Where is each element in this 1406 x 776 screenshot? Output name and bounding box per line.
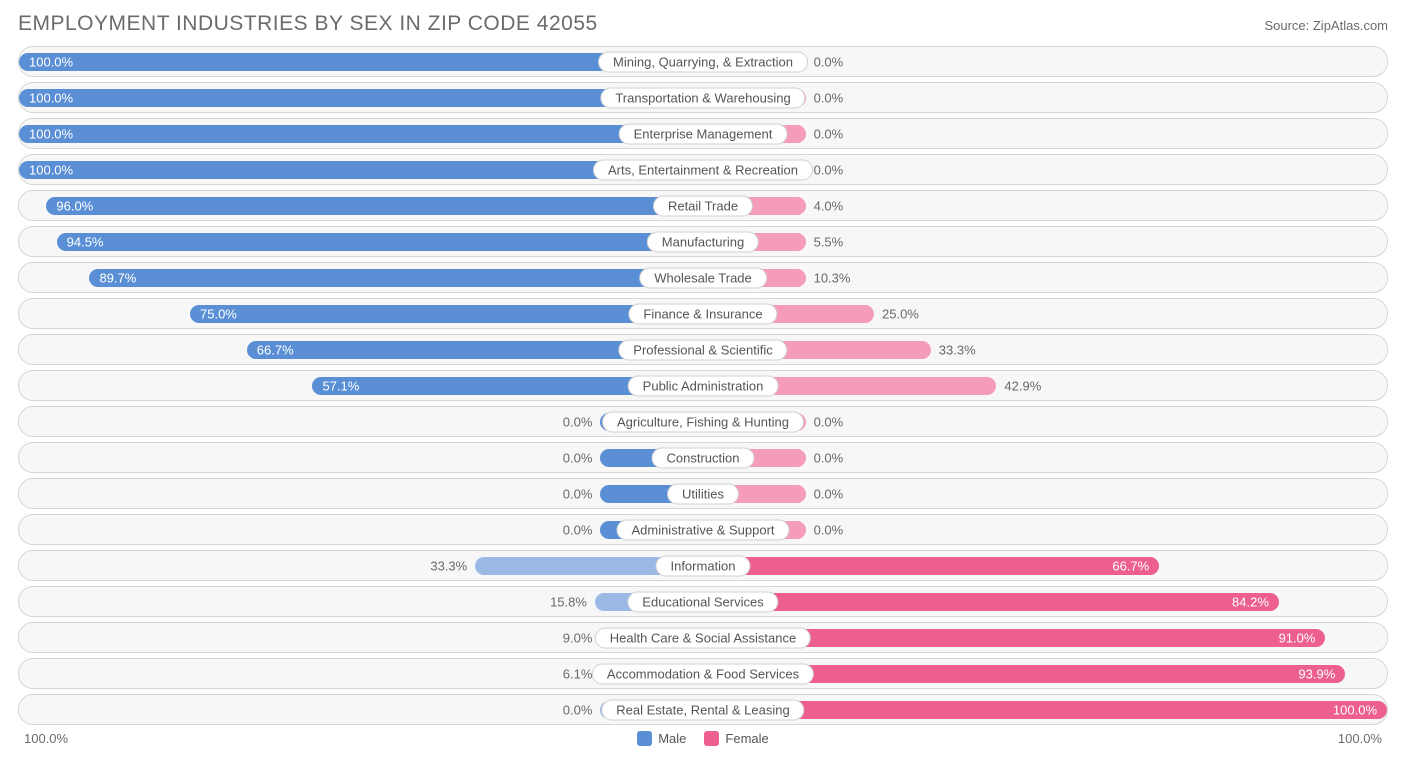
male-pct-label: 0.0% [563,414,593,429]
female-pct-label: 93.9% [1298,666,1335,681]
female-bar: 100.0% [703,701,1387,719]
male-bar: 89.7% [89,269,703,287]
chart-row: 94.5% 5.5% Manufacturing [18,226,1388,257]
category-label: Wholesale Trade [639,267,767,288]
chart-row: 6.1% 93.9% Accommodation & Food Services [18,658,1388,689]
chart-row: 0.0% 0.0% Administrative & Support [18,514,1388,545]
male-pct-label: 94.5% [67,234,104,249]
female-pct-label: 0.0% [814,126,844,141]
female-pct-label: 25.0% [882,306,919,321]
female-pct-label: 66.7% [1112,558,1149,573]
chart-row: 9.0% 91.0% Health Care & Social Assistance [18,622,1388,653]
male-pct-label: 75.0% [200,306,237,321]
category-label: Professional & Scientific [618,339,787,360]
chart-row: 100.0% 0.0% Mining, Quarrying, & Extractio… [18,46,1388,77]
female-pct-label: 0.0% [814,450,844,465]
female-pct-label: 0.0% [814,90,844,105]
axis-right-label: 100.0% [1338,731,1382,746]
category-label: Educational Services [627,591,778,612]
male-pct-label: 100.0% [29,90,73,105]
male-pct-label: 33.3% [430,558,467,573]
category-label: Health Care & Social Assistance [595,627,811,648]
female-bar: 66.7% [703,557,1159,575]
chart-title: EMPLOYMENT INDUSTRIES BY SEX IN ZIP CODE… [18,12,598,36]
chart-row: 100.0% 0.0% Transportation & Warehousing [18,82,1388,113]
female-pct-label: 33.3% [939,342,976,357]
female-pct-label: 4.0% [814,198,844,213]
female-pct-label: 0.0% [814,486,844,501]
male-swatch-icon [637,731,652,746]
chart-row: 66.7% 33.3% Professional & Scientific [18,334,1388,365]
male-pct-label: 100.0% [29,126,73,141]
category-label: Utilities [667,483,739,504]
female-swatch-icon [704,731,719,746]
male-pct-label: 0.0% [563,450,593,465]
female-pct-label: 100.0% [1333,702,1377,717]
male-pct-label: 0.0% [563,486,593,501]
diverging-bar-chart: 100.0% 0.0% Mining, Quarrying, & Extractio… [18,46,1388,725]
female-pct-label: 84.2% [1232,594,1269,609]
male-pct-label: 9.0% [563,630,593,645]
legend-male-label: Male [658,731,686,746]
legend-item-male: Male [637,731,686,746]
male-pct-label: 89.7% [99,270,136,285]
male-pct-label: 100.0% [29,162,73,177]
chart-row: 0.0% 100.0% Real Estate, Rental & Leasing [18,694,1388,725]
category-label: Transportation & Warehousing [600,87,805,108]
female-pct-label: 0.0% [814,414,844,429]
legend-female-label: Female [725,731,768,746]
category-label: Construction [652,447,755,468]
category-label: Information [655,555,750,576]
category-label: Enterprise Management [619,123,788,144]
male-pct-label: 0.0% [563,522,593,537]
source-attribution: Source: ZipAtlas.com [1264,18,1388,33]
male-pct-label: 0.0% [563,702,593,717]
female-pct-label: 0.0% [814,162,844,177]
male-bar: 96.0% [46,197,703,215]
category-label: Accommodation & Food Services [592,663,814,684]
category-label: Arts, Entertainment & Recreation [593,159,813,180]
male-bar: 100.0% [19,125,703,143]
chart-row: 0.0% 0.0% Agriculture, Fishing & Hunting [18,406,1388,437]
axis-left-label: 100.0% [24,731,68,746]
male-pct-label: 15.8% [550,594,587,609]
chart-row: 57.1% 42.9% Public Administration [18,370,1388,401]
category-label: Administrative & Support [616,519,789,540]
male-pct-label: 6.1% [563,666,593,681]
chart-row: 0.0% 0.0% Construction [18,442,1388,473]
category-label: Finance & Insurance [628,303,777,324]
category-label: Mining, Quarrying, & Extraction [598,51,808,72]
category-label: Public Administration [628,375,779,396]
chart-row: 0.0% 0.0% Utilities [18,478,1388,509]
chart-row: 96.0% 4.0% Retail Trade [18,190,1388,221]
male-pct-label: 66.7% [257,342,294,357]
category-label: Real Estate, Rental & Leasing [601,699,804,720]
category-label: Manufacturing [647,231,759,252]
chart-row: 89.7% 10.3% Wholesale Trade [18,262,1388,293]
chart-row: 75.0% 25.0% Finance & Insurance [18,298,1388,329]
female-pct-label: 5.5% [814,234,844,249]
female-bar: 84.2% [703,593,1279,611]
category-label: Agriculture, Fishing & Hunting [602,411,804,432]
male-bar: 75.0% [190,305,703,323]
legend-item-female: Female [704,731,768,746]
chart-row: 33.3% 66.7% Information [18,550,1388,581]
male-bar: 94.5% [57,233,703,251]
chart-row: 100.0% 0.0%Arts, Entertainment & Recreati… [18,154,1388,185]
male-pct-label: 100.0% [29,54,73,69]
female-pct-label: 0.0% [814,522,844,537]
female-pct-label: 10.3% [814,270,851,285]
male-pct-label: 57.1% [322,378,359,393]
female-pct-label: 91.0% [1279,630,1316,645]
chart-row: 15.8% 84.2% Educational Services [18,586,1388,617]
chart-row: 100.0% 0.0% Enterprise Management [18,118,1388,149]
female-pct-label: 42.9% [1004,378,1041,393]
male-pct-label: 96.0% [56,198,93,213]
female-pct-label: 0.0% [814,54,844,69]
category-label: Retail Trade [653,195,753,216]
legend: Male Female [637,731,769,746]
